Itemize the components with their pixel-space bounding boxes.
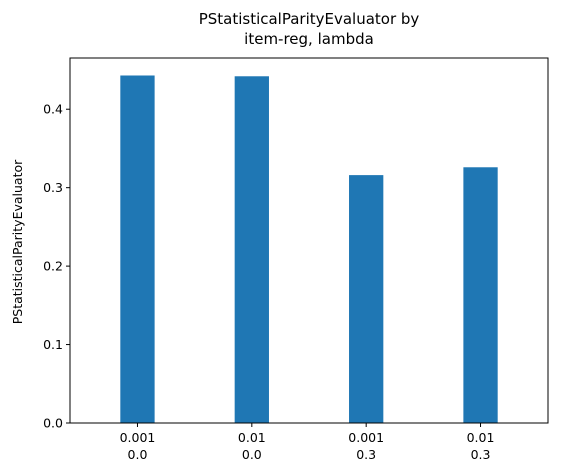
x-tick-label-3-line-1: 0.01 bbox=[467, 430, 495, 445]
x-tick-label-1-line-1: 0.01 bbox=[238, 430, 266, 445]
y-axis-label: PStatisticalParityEvaluator bbox=[10, 159, 25, 324]
y-tick-label-4: 0.4 bbox=[43, 102, 63, 117]
bar-3 bbox=[463, 167, 498, 423]
x-tick-label-0-line-2: 0.0 bbox=[128, 447, 148, 462]
chart-title-line-2: item-reg, lambda bbox=[244, 30, 374, 48]
y-tick-label-0: 0.0 bbox=[43, 416, 63, 431]
y-axis: 0.0 0.1 0.2 0.3 0.4 bbox=[43, 102, 70, 431]
bars-group bbox=[120, 75, 498, 423]
bar-2 bbox=[349, 175, 384, 423]
x-axis: 0.001 0.0 0.01 0.0 0.001 0.3 0.01 0.3 bbox=[120, 423, 495, 462]
bar-1 bbox=[234, 76, 269, 423]
y-tick-label-3: 0.3 bbox=[43, 180, 63, 195]
x-tick-label-0-line-1: 0.001 bbox=[120, 430, 156, 445]
y-tick-label-2: 0.2 bbox=[43, 259, 63, 274]
x-tick-label-2-line-2: 0.3 bbox=[356, 447, 376, 462]
x-tick-label-1-line-2: 0.0 bbox=[242, 447, 262, 462]
x-tick-label-3-line-2: 0.3 bbox=[471, 447, 491, 462]
y-tick-label-1: 0.1 bbox=[43, 337, 63, 352]
plot-frame bbox=[69, 57, 549, 424]
x-tick-label-2-line-1: 0.001 bbox=[348, 430, 384, 445]
bar-0 bbox=[120, 75, 155, 423]
chart-title-line-1: PStatisticalParityEvaluator by bbox=[199, 10, 420, 28]
